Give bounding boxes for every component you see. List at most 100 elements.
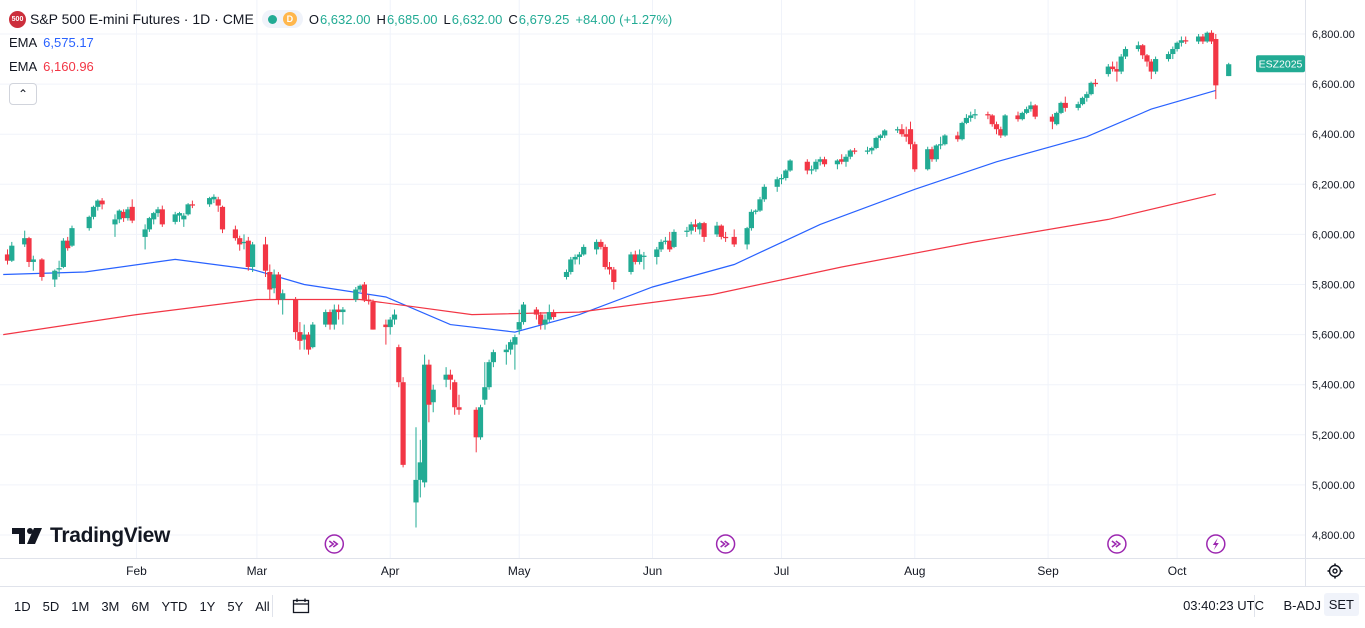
candle-body bbox=[396, 347, 402, 383]
candle-body bbox=[22, 238, 28, 245]
timeframe-all[interactable]: All bbox=[255, 598, 270, 614]
candle bbox=[963, 114, 969, 125]
clock-readout[interactable]: 03:40:23 UTC bbox=[1183, 598, 1264, 613]
price-tick-label: 6,200.00 bbox=[1312, 179, 1355, 191]
symbol-title[interactable]: S&P 500 E-mini Futures · 1D · CME bbox=[30, 11, 254, 27]
candle-body bbox=[336, 309, 342, 313]
candle bbox=[551, 309, 557, 320]
candle-body bbox=[1054, 112, 1060, 125]
split-event-icon[interactable] bbox=[1206, 534, 1226, 554]
candle-body bbox=[181, 215, 187, 220]
candle bbox=[301, 324, 307, 350]
candle bbox=[490, 349, 496, 368]
candle bbox=[396, 344, 402, 388]
session-toggle[interactable]: SET bbox=[1323, 593, 1359, 616]
candle-body bbox=[731, 236, 737, 245]
symbol-legend[interactable]: 500 S&P 500 E-mini Futures · 1D · CME D … bbox=[9, 10, 678, 28]
candle-body bbox=[275, 274, 281, 300]
time-tick-label: Apr bbox=[381, 564, 400, 578]
candle bbox=[929, 146, 935, 162]
candle-body bbox=[116, 210, 122, 220]
candle bbox=[701, 221, 707, 242]
candle-body bbox=[701, 223, 707, 237]
candle-body bbox=[718, 225, 724, 237]
candle-body bbox=[90, 206, 97, 217]
candle bbox=[899, 124, 905, 137]
candle-body bbox=[1226, 64, 1232, 77]
candle bbox=[821, 156, 828, 167]
candle bbox=[323, 309, 329, 328]
time-tick-label: May bbox=[508, 564, 531, 578]
candle-body bbox=[925, 149, 931, 170]
candle bbox=[413, 427, 419, 528]
dividend-event-icon[interactable] bbox=[715, 534, 736, 554]
candle-body bbox=[903, 134, 909, 137]
candle-body bbox=[426, 364, 432, 405]
candle-body bbox=[1144, 55, 1150, 62]
candle bbox=[366, 294, 372, 305]
price-tick-label: 6,000.00 bbox=[1312, 229, 1355, 241]
candle bbox=[873, 136, 879, 150]
timeframe-5y[interactable]: 5Y bbox=[227, 598, 244, 614]
candle-body bbox=[155, 209, 161, 214]
candle bbox=[1110, 61, 1116, 72]
candle bbox=[538, 312, 544, 330]
candle-body bbox=[606, 266, 613, 270]
timeframe-1m[interactable]: 1M bbox=[71, 598, 90, 614]
candle bbox=[22, 230, 28, 247]
delayed-data-badge: D bbox=[282, 12, 297, 26]
ema-legend-1[interactable]: EMA 6,575.17 bbox=[9, 35, 94, 50]
candle-body bbox=[581, 246, 587, 255]
price-chart[interactable]: 4,800.00 5,000.00 5,200.00 5,400.00 5,600.00… bbox=[0, 0, 1365, 586]
timeframe-1y[interactable]: 1Y bbox=[199, 598, 216, 614]
candle bbox=[520, 302, 527, 325]
candle-body bbox=[60, 240, 66, 267]
candle-body bbox=[331, 309, 337, 325]
tradingview-logo[interactable]: TradingView bbox=[12, 524, 170, 548]
candle bbox=[155, 206, 161, 217]
candle-body bbox=[456, 407, 462, 410]
candle bbox=[353, 287, 359, 303]
candle-body bbox=[241, 241, 247, 244]
candle-body bbox=[563, 271, 570, 277]
candle-body bbox=[211, 196, 217, 200]
candle-body bbox=[1075, 104, 1081, 108]
candle-body bbox=[744, 228, 750, 245]
candle-body bbox=[688, 224, 694, 231]
timeframe-6m[interactable]: 6M bbox=[131, 598, 150, 614]
price-tick-label: 6,600.00 bbox=[1312, 79, 1355, 91]
candle-body bbox=[1140, 45, 1146, 56]
candle bbox=[443, 367, 449, 388]
candle bbox=[215, 196, 221, 212]
candle-body bbox=[237, 238, 243, 245]
candle bbox=[383, 319, 389, 345]
dividend-event-icon[interactable] bbox=[1107, 534, 1127, 554]
candle bbox=[594, 239, 600, 255]
candle bbox=[731, 229, 737, 247]
candle-body bbox=[757, 199, 763, 211]
symbol-price-label bbox=[1256, 55, 1305, 73]
settings-icon[interactable] bbox=[1327, 563, 1343, 579]
timeframe-ytd[interactable]: YTD bbox=[161, 598, 188, 614]
calendar-range-icon[interactable] bbox=[292, 597, 310, 615]
back-adjust-toggle[interactable]: B-ADJ bbox=[1283, 598, 1321, 613]
candle bbox=[336, 304, 342, 320]
candle-body bbox=[778, 178, 785, 180]
candle bbox=[912, 141, 918, 172]
candle-body bbox=[658, 241, 664, 250]
timeframe-3m[interactable]: 3M bbox=[101, 598, 120, 614]
candle bbox=[1062, 96, 1068, 112]
timeframe-1d[interactable]: 1D bbox=[14, 598, 31, 614]
candle-body bbox=[1092, 82, 1098, 85]
dividend-event-icon[interactable] bbox=[324, 534, 345, 554]
candle-body bbox=[357, 285, 363, 290]
market-status-pill[interactable]: D bbox=[261, 10, 303, 28]
candle bbox=[813, 159, 819, 172]
ema-legend-2[interactable]: EMA 6,160.96 bbox=[9, 59, 94, 74]
timeframe-5d[interactable]: 5D bbox=[42, 598, 60, 614]
collapse-legend-button[interactable]: ⌃ bbox=[9, 83, 37, 105]
candle bbox=[56, 260, 62, 277]
candle bbox=[430, 384, 436, 413]
candle-body bbox=[1110, 66, 1116, 70]
candle bbox=[211, 194, 217, 204]
